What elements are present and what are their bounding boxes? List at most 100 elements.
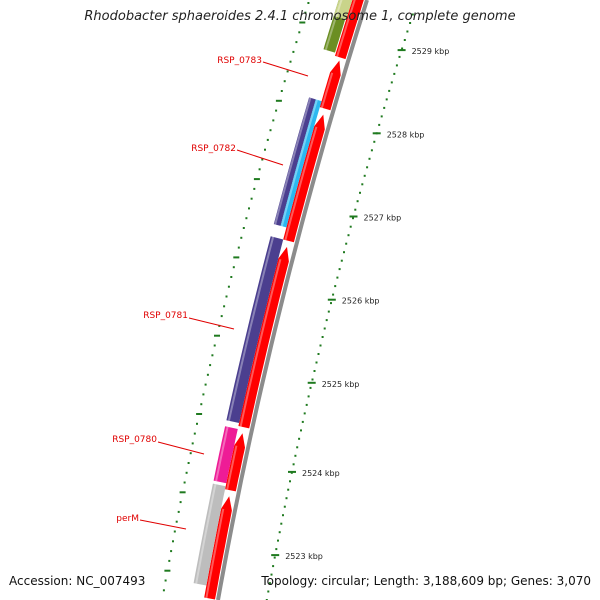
inner-tick-45	[196, 422, 198, 425]
scale-dot-66	[270, 573, 273, 576]
scale-major-tick-1	[372, 132, 381, 135]
scale-dot-32	[334, 285, 337, 288]
inner-tick-57	[172, 540, 174, 543]
scale-dot-61	[278, 531, 281, 534]
gene-label-4: perM	[116, 514, 139, 524]
scale-dot-10	[385, 98, 388, 101]
scale-dot-22	[356, 200, 359, 203]
scale-label-3: 2526 kbp	[342, 297, 380, 306]
inner-tick-44	[196, 413, 203, 415]
inner-tick-56	[173, 530, 176, 533]
scale-dot-23	[354, 208, 357, 211]
scale-dot-56	[287, 488, 290, 491]
inner-tick-58	[170, 550, 173, 553]
scale-dot-44	[309, 386, 312, 389]
inner-tick-60	[164, 569, 171, 572]
gene-label-leader-2	[188, 317, 235, 330]
inner-tick-47	[191, 442, 194, 445]
inner-tick-48	[189, 452, 192, 455]
scale-dot-11	[383, 106, 386, 109]
scale-dot-39	[319, 344, 322, 347]
scale-dot-59	[282, 514, 284, 517]
inner-tick-7	[292, 50, 295, 53]
scale-dot-4	[401, 47, 404, 50]
scale-dot-20	[361, 183, 364, 186]
scale-dot-1	[409, 22, 412, 24]
inner-tick-29	[232, 266, 235, 269]
gene-label-leader-4	[139, 519, 187, 530]
scale-label-5: 2524 kbp	[302, 469, 340, 478]
inner-tick-11	[280, 90, 283, 92]
scale-dot-41	[315, 361, 318, 364]
scale-dot-29	[340, 259, 343, 262]
scale-dot-52	[294, 454, 297, 457]
scale-dot-3	[403, 39, 406, 41]
cds-arrow-2-highlight	[320, 72, 334, 108]
inner-tick-13	[275, 109, 278, 112]
scale-dot-47	[303, 412, 306, 415]
cds-arrow-4-highlight	[239, 259, 282, 427]
scale-dot-50	[298, 437, 301, 440]
scale-dot-60	[280, 522, 283, 525]
gene-label-0: RSP_0783	[217, 56, 262, 66]
scale-dot-27	[345, 242, 348, 245]
scale-dot-15	[373, 140, 376, 143]
scale-dot-19	[363, 174, 366, 177]
gene-label-leader-3	[157, 441, 205, 455]
gene-band-rsp0782-inner	[280, 99, 322, 228]
gene-band-rsp0782-highlight	[274, 97, 312, 225]
inner-tick-30	[230, 276, 233, 278]
inner-tick-12	[275, 99, 282, 102]
scale-major-tick-0	[397, 49, 406, 52]
scale-dot-25	[349, 225, 352, 228]
gene-band-rsp0780-highlight	[215, 426, 229, 482]
inner-tick-25	[242, 227, 245, 229]
cds-arrow-3	[283, 114, 325, 243]
inner-tick-40	[206, 373, 209, 376]
inner-tick-2	[307, 2, 310, 4]
scale-label-6: 2523 kbp	[285, 552, 323, 561]
inner-tick-6	[295, 41, 298, 44]
scale-label-1: 2528 kbp	[387, 130, 425, 139]
inner-tick-53	[179, 501, 182, 504]
genome-summary-text: Topology: circular; Length: 3,188,609 bp…	[261, 574, 591, 588]
inner-tick-4	[299, 21, 306, 24]
scale-dot-21	[359, 191, 361, 194]
gene-label-leader-0	[262, 61, 309, 77]
cds-arrow-5-highlight	[226, 445, 238, 490]
scale-dot-34	[330, 302, 332, 305]
scale-dot-64	[273, 556, 276, 559]
inner-tick-43	[200, 403, 203, 406]
inner-tick-55	[175, 520, 178, 523]
gene-label-leader-1	[236, 149, 284, 166]
chromosome-backbone	[216, 0, 369, 600]
gene-label-1: RSP_0782	[191, 144, 236, 154]
inner-tick-31	[227, 285, 230, 288]
gene-band-perm-highlight	[195, 483, 217, 584]
scale-dot-16	[370, 149, 373, 152]
scale-dot-38	[321, 336, 324, 338]
scale-dot-58	[283, 505, 286, 508]
scale-dot-36	[325, 319, 328, 322]
inner-tick-36	[214, 334, 220, 337]
scale-label-4: 2525 kbp	[322, 380, 360, 389]
cds-arrow-3-highlight	[284, 126, 318, 241]
inner-tick-61	[164, 579, 167, 582]
scale-dot-7	[393, 72, 396, 75]
inner-tick-26	[240, 236, 243, 239]
scale-label-2: 2527 kbp	[364, 214, 402, 223]
scale-dot-35	[327, 310, 330, 313]
gene-band-rsp0781	[226, 236, 284, 423]
inner-tick-10	[283, 80, 286, 83]
scale-dot-40	[317, 353, 320, 355]
scale-dot-55	[289, 480, 291, 483]
inner-tick-59	[168, 559, 171, 562]
scale-dot-31	[336, 276, 339, 279]
accession-text: Accession: NC_007493	[9, 574, 146, 588]
scale-dot-49	[300, 429, 302, 432]
scale-major-tick-4	[307, 381, 316, 384]
inner-tick-22	[250, 197, 253, 200]
scale-dot-42	[313, 370, 316, 372]
scale-dot-67	[268, 582, 271, 585]
